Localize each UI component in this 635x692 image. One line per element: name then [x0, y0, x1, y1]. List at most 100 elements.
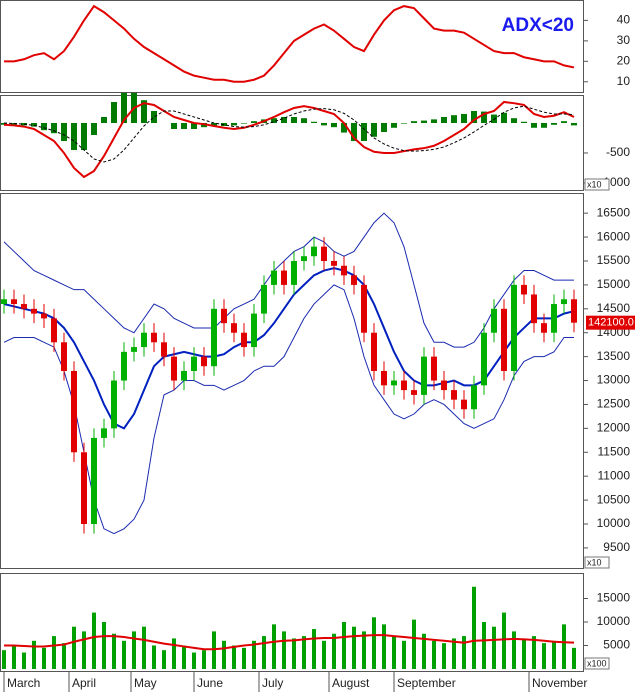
- histogram-bar: [321, 122, 327, 126]
- candle-body: [71, 370, 77, 453]
- bar: [532, 636, 536, 669]
- line: [3, 284, 574, 535]
- y-tick-label: 10000: [597, 614, 631, 628]
- histogram-bar: [141, 100, 147, 123]
- candle-body: [421, 356, 427, 395]
- candle-body: [521, 284, 527, 295]
- bar: [542, 643, 546, 669]
- bar: [172, 638, 176, 669]
- bar: [92, 612, 96, 669]
- candle-body: [301, 256, 307, 261]
- candle-body: [461, 399, 467, 410]
- histogram-bar: [71, 122, 77, 150]
- y-tick-label: 1000: [603, 175, 630, 189]
- candle-body: [181, 370, 187, 381]
- candle-body: [191, 356, 197, 371]
- histogram-bar: [341, 122, 347, 133]
- bar: [422, 633, 426, 669]
- price-frame: [0, 193, 584, 569]
- candle-body: [231, 323, 237, 333]
- histogram-bar: [461, 113, 467, 123]
- histogram-bar: [431, 119, 437, 123]
- y-tick-label: 15500: [597, 253, 631, 267]
- macd-frame: [0, 95, 584, 191]
- bar: [52, 636, 56, 669]
- candle-body: [511, 284, 517, 371]
- x-tick-label: June: [197, 676, 223, 690]
- histogram-bar: [571, 122, 577, 126]
- histogram-bar: [1, 122, 7, 125]
- bar: [492, 626, 496, 669]
- candle-body: [201, 356, 207, 367]
- unit-label: x100: [587, 658, 607, 668]
- histogram-bar: [471, 110, 477, 123]
- line: [3, 100, 575, 179]
- candle-body: [1, 299, 7, 305]
- candle-body: [221, 308, 227, 324]
- line: [4, 4, 575, 83]
- candle-body: [471, 385, 477, 410]
- candle-body: [211, 308, 217, 367]
- bar: [152, 645, 156, 669]
- bar: [142, 626, 146, 669]
- bar: [132, 631, 136, 669]
- histogram-bar: [371, 122, 377, 137]
- candle-body: [271, 270, 277, 285]
- unit-label: x10: [587, 179, 602, 189]
- candle-body: [491, 308, 497, 333]
- last-price-label: 142100.0: [588, 317, 634, 329]
- bar: [392, 636, 396, 669]
- histogram-bar: [101, 116, 107, 123]
- candle-body: [481, 332, 487, 386]
- y-tick-label: 20: [617, 53, 631, 67]
- unit-box: [584, 556, 610, 569]
- histogram-bar: [531, 122, 537, 128]
- candle-body: [321, 246, 327, 261]
- y-tick-label: 40: [617, 13, 631, 27]
- candle-body: [341, 265, 347, 276]
- histogram-bar: [41, 122, 47, 131]
- candle-body: [531, 294, 537, 324]
- x-tick-label: April: [72, 676, 96, 690]
- bar: [352, 626, 356, 669]
- candle-body: [241, 332, 247, 348]
- candle-body: [501, 308, 507, 371]
- histogram-bar: [81, 122, 87, 150]
- histogram-bar: [561, 121, 567, 123]
- y-tick-label: 9500: [603, 540, 630, 554]
- line: [3, 212, 574, 348]
- y-tick-label: 10500: [597, 492, 631, 506]
- candle-body: [41, 313, 47, 319]
- bar: [32, 640, 36, 669]
- bar: [102, 622, 106, 669]
- bar: [482, 622, 486, 669]
- panel-frames: [0, 0, 584, 672]
- candle-body: [291, 260, 297, 285]
- bar: [242, 647, 246, 669]
- bar: [72, 626, 76, 669]
- bar: [452, 638, 456, 669]
- y-tick-label: 16000: [597, 229, 631, 243]
- histogram-bar: [121, 92, 127, 123]
- volume-frame: [0, 573, 584, 672]
- candle-body: [391, 380, 397, 386]
- bar: [432, 640, 436, 669]
- candle-body: [131, 347, 137, 352]
- candle-body: [561, 299, 567, 305]
- bar: [222, 640, 226, 669]
- y-tick-label: 15000: [597, 591, 631, 605]
- histogram-bar: [31, 122, 37, 127]
- histogram-bar: [521, 121, 527, 123]
- bar: [42, 647, 46, 669]
- y-tick-label: 10: [617, 74, 631, 88]
- bar: [502, 612, 506, 669]
- y-tick-label: 11000: [598, 468, 631, 482]
- bar: [322, 640, 326, 669]
- histogram-bar: [541, 122, 547, 128]
- candle-body: [411, 390, 417, 395]
- histogram-bar: [551, 122, 557, 125]
- candle-body: [311, 246, 317, 257]
- candle-body: [371, 332, 377, 371]
